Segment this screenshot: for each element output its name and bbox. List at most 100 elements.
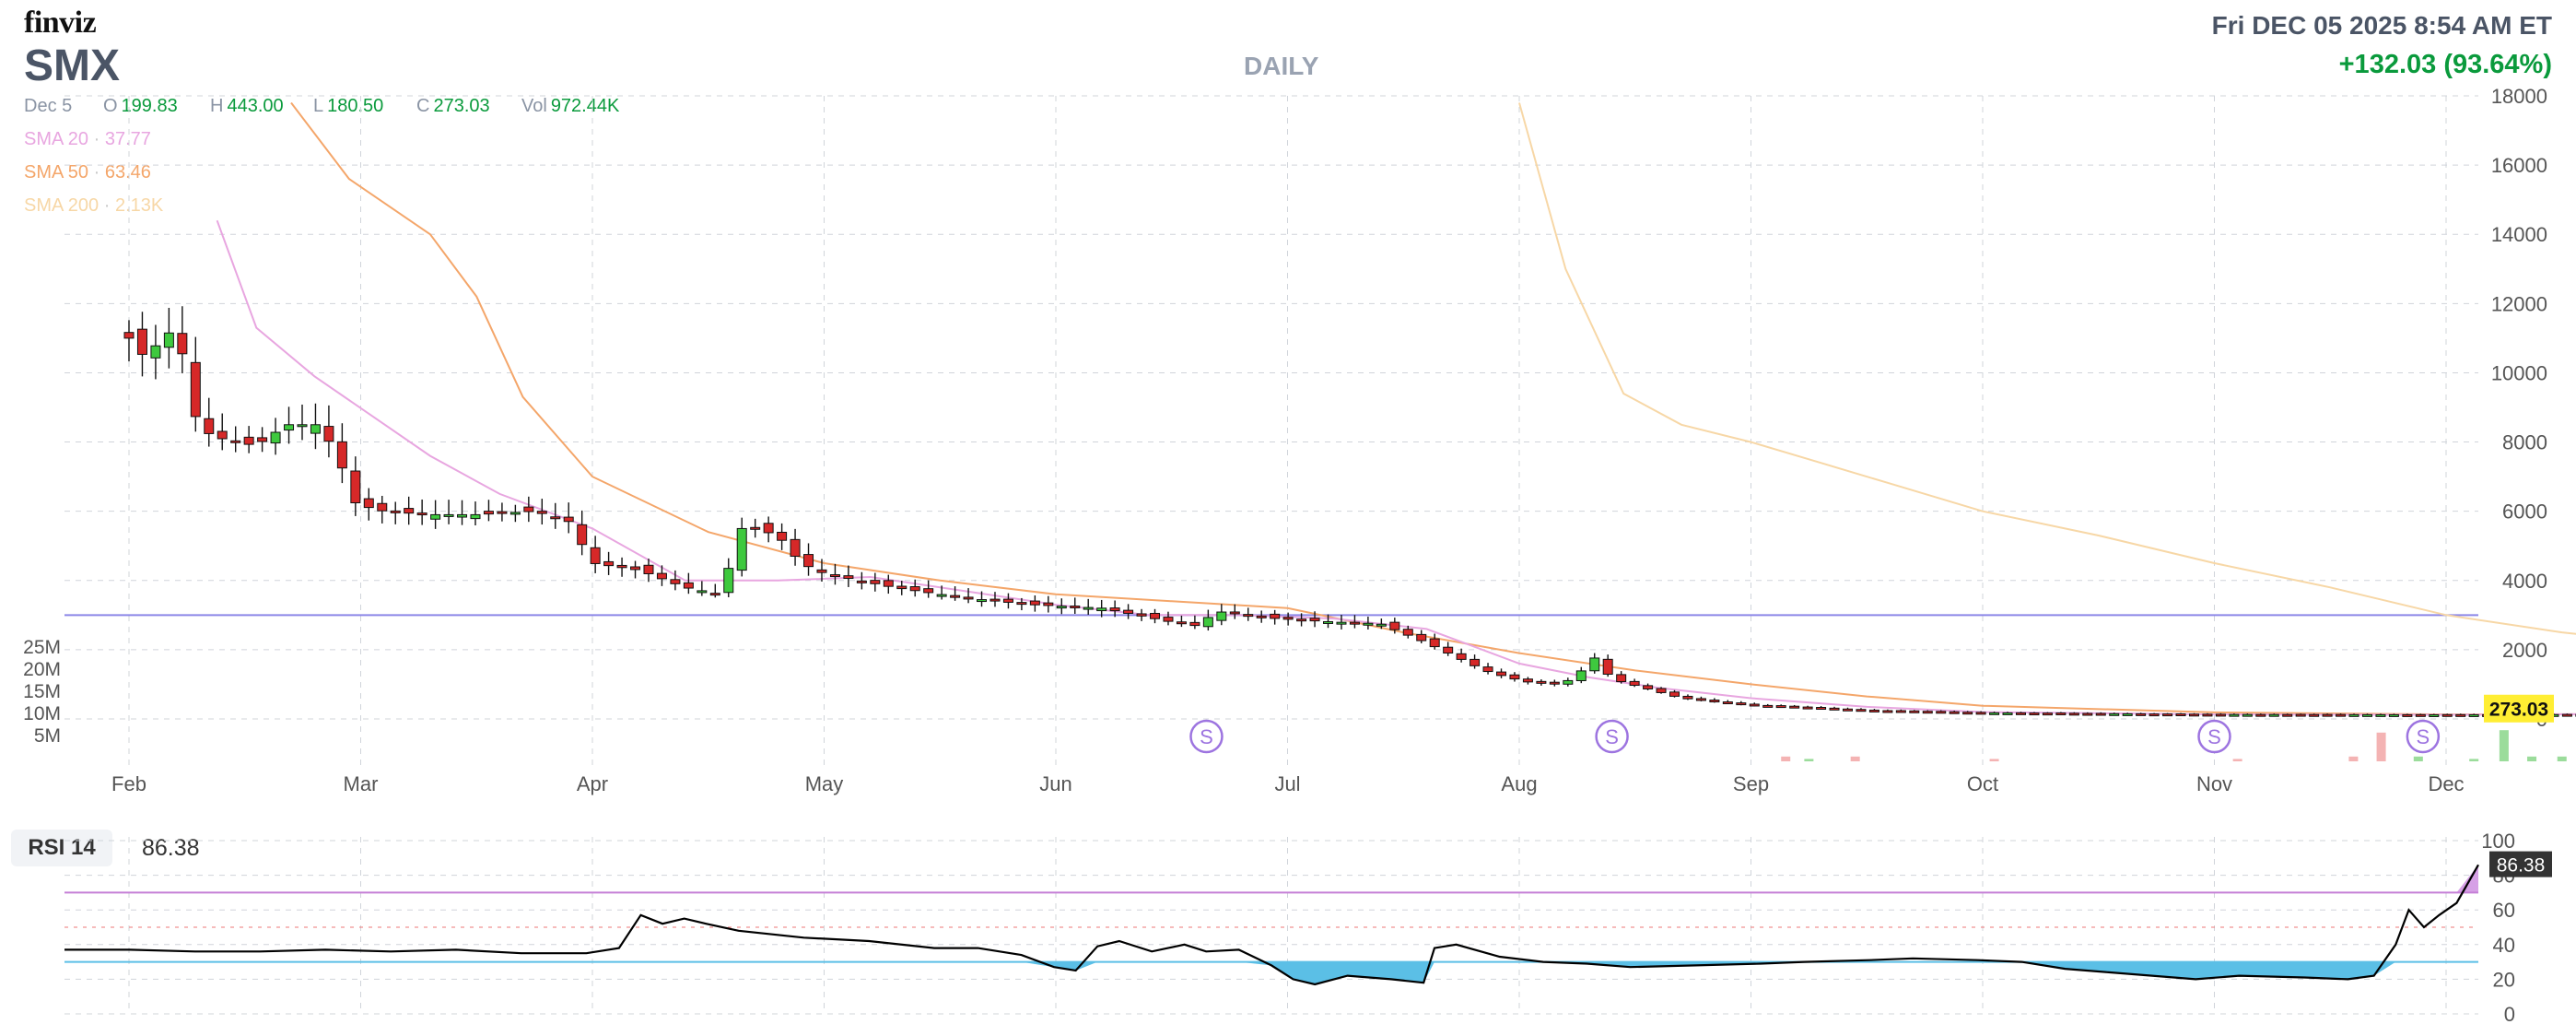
candle-body — [870, 580, 881, 584]
candle-body — [2215, 713, 2226, 717]
candle-body — [323, 426, 334, 442]
ohlc-open: O 199.83 — [103, 96, 178, 116]
candle-body — [1775, 705, 1786, 709]
candle-body — [1376, 623, 1387, 627]
candle-body — [1416, 633, 1427, 642]
legend-sma50[interactable]: SMA 50 · 63.46 — [24, 162, 151, 182]
candle-body — [630, 566, 641, 571]
candle-body — [163, 332, 174, 348]
candle-body — [763, 523, 774, 534]
candle-body — [909, 586, 920, 592]
candle-body — [977, 599, 988, 603]
candle-body — [790, 538, 801, 557]
rsi-y-tick-label: 40 — [2493, 934, 2515, 957]
y-tick-label: 2000 — [2502, 639, 2547, 662]
candle-body — [670, 579, 681, 584]
rsi-line — [64, 864, 2479, 986]
candle-body — [1056, 606, 1067, 609]
candle-body — [1722, 701, 1733, 705]
quote-datetime: Fri DEC 05 2025 8:54 AM ET — [2211, 11, 2552, 40]
candle-body — [643, 564, 654, 575]
candle-body — [2268, 713, 2279, 717]
legend-sma20-label: SMA 20 — [24, 129, 89, 149]
candle-body — [1816, 707, 1827, 711]
candle-body — [177, 333, 188, 355]
candle-body — [2309, 713, 2320, 717]
candle-body — [1163, 617, 1174, 622]
candle-body — [350, 470, 361, 504]
candle-body — [2255, 713, 2266, 717]
candle-body — [709, 593, 720, 596]
x-tick-label: Aug — [1501, 772, 1537, 795]
legend-sma20[interactable]: SMA 20 · 37.77 — [24, 129, 151, 149]
split-marker — [1595, 719, 1629, 754]
last-price-value: 273.03 — [2489, 700, 2548, 721]
candle-body — [816, 569, 827, 573]
y-tick-label: 10000 — [2491, 361, 2547, 384]
candle-body — [1736, 702, 1747, 706]
volume-bar — [2413, 756, 2423, 761]
sma200-line — [1518, 102, 2576, 635]
candle-body — [2229, 713, 2240, 717]
ohlc-date: Dec 5 — [24, 96, 73, 116]
x-tick-label: May — [805, 772, 844, 795]
candle-body — [2162, 713, 2173, 717]
ohlc-close: C 273.03 — [416, 96, 490, 116]
candle-body — [1669, 691, 1680, 697]
y-tick-label: 12000 — [2491, 292, 2547, 315]
candle-body — [1789, 705, 1800, 709]
candle-body — [523, 506, 534, 512]
candle-body — [497, 511, 508, 514]
candle-body — [896, 585, 907, 590]
candle-body — [2109, 712, 2120, 716]
candle-body — [1323, 620, 1334, 624]
candle-body — [936, 594, 947, 597]
x-tick-label: Sep — [1733, 772, 1769, 795]
candle-body — [1270, 613, 1281, 619]
candle-body — [1123, 609, 1134, 614]
candle-body — [1096, 607, 1107, 612]
candle-body — [1563, 679, 1574, 685]
candle-body — [1922, 711, 1933, 714]
candle-body — [1136, 613, 1147, 617]
candle-body — [2348, 713, 2359, 717]
candle-body — [616, 564, 627, 569]
rsi-y-tick-label: 20 — [2493, 968, 2515, 991]
legend-sma200[interactable]: SMA 200 · 2.13K — [24, 195, 164, 216]
candle-body — [1936, 711, 1947, 714]
candle-body — [1829, 707, 1840, 711]
candle-body — [2122, 712, 2133, 716]
x-tick-label: Dec — [2428, 772, 2464, 795]
volume-bar — [1850, 756, 1860, 761]
candle-body — [590, 547, 601, 564]
candle-body — [1469, 658, 1481, 666]
candle-body — [1256, 615, 1267, 618]
rsi-indicator-label[interactable]: RSI 14 — [11, 830, 112, 866]
candle-body — [577, 524, 588, 546]
ticker-symbol: SMX — [24, 41, 121, 90]
candle-body — [2468, 713, 2479, 717]
candle-body — [550, 516, 561, 520]
candle-body — [1629, 680, 1640, 687]
timeframe-label: DAILY — [1244, 52, 1319, 80]
rsi-y-tick-label: 0 — [2504, 1003, 2515, 1026]
candle-body — [190, 361, 201, 418]
x-tick-label: Oct — [1967, 772, 1998, 795]
candle-body — [1496, 671, 1507, 677]
candle-body — [150, 345, 161, 359]
volume-bar — [1804, 759, 1814, 761]
candle-body — [2175, 713, 2186, 717]
candle-body — [217, 430, 228, 440]
finviz-logo[interactable]: finviz — [24, 6, 97, 40]
rsi-value-tag-text: 86.38 — [2497, 855, 2546, 877]
candle-body — [1070, 606, 1081, 609]
candle-body — [336, 441, 347, 469]
candle-body — [829, 574, 840, 578]
y-tick-label: 18000 — [2491, 85, 2547, 108]
split-marker-label: S — [2207, 725, 2221, 748]
candle-body — [1482, 666, 1493, 673]
candle-body — [416, 512, 427, 516]
candle-body — [1029, 600, 1040, 606]
volume-tick-label: 5M — [34, 725, 61, 747]
